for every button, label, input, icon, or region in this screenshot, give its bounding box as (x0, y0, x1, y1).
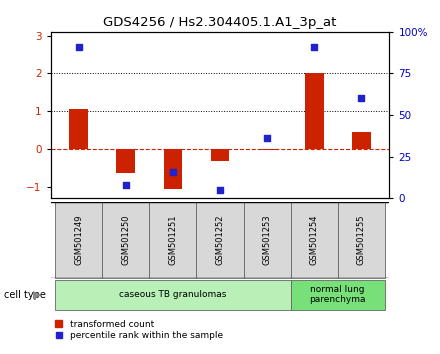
Bar (117, 149, 136, 172)
Point (311, 44, 318, 50)
Text: caseous TB granulomas: caseous TB granulomas (119, 290, 227, 299)
Text: GSM501255: GSM501255 (357, 215, 366, 265)
Bar (55, 202, 103, 278)
Bar (211, 149, 229, 161)
Text: GSM501251: GSM501251 (169, 215, 177, 265)
Bar (150, 202, 197, 278)
Text: GSM501253: GSM501253 (263, 215, 271, 265)
Point (122, 182, 129, 188)
Text: GDS4256 / Hs2.304405.1.A1_3p_at: GDS4256 / Hs2.304405.1.A1_3p_at (103, 16, 337, 29)
Bar (55, 280, 290, 310)
Bar (352, 132, 370, 149)
Bar (305, 73, 323, 149)
Bar (164, 149, 182, 189)
Point (216, 187, 224, 193)
Bar (243, 202, 290, 278)
Text: normal lung
parenchyma: normal lung parenchyma (309, 285, 366, 304)
Bar (258, 149, 276, 150)
Bar (70, 109, 88, 149)
Point (358, 96, 365, 101)
Bar (197, 202, 243, 278)
Text: cell type: cell type (4, 290, 46, 300)
Legend: transformed count, percentile rank within the sample: transformed count, percentile rank withi… (55, 320, 223, 340)
Point (264, 136, 271, 141)
Point (75, 44, 82, 50)
Point (169, 169, 176, 175)
Text: GSM501250: GSM501250 (121, 215, 130, 265)
Text: GSM501254: GSM501254 (310, 215, 319, 265)
Bar (290, 202, 337, 278)
Text: ▶: ▶ (33, 290, 42, 300)
Text: GSM501249: GSM501249 (74, 215, 83, 265)
Text: GSM501252: GSM501252 (216, 215, 224, 265)
Bar (337, 202, 385, 278)
Bar (103, 202, 150, 278)
Bar (290, 280, 385, 310)
